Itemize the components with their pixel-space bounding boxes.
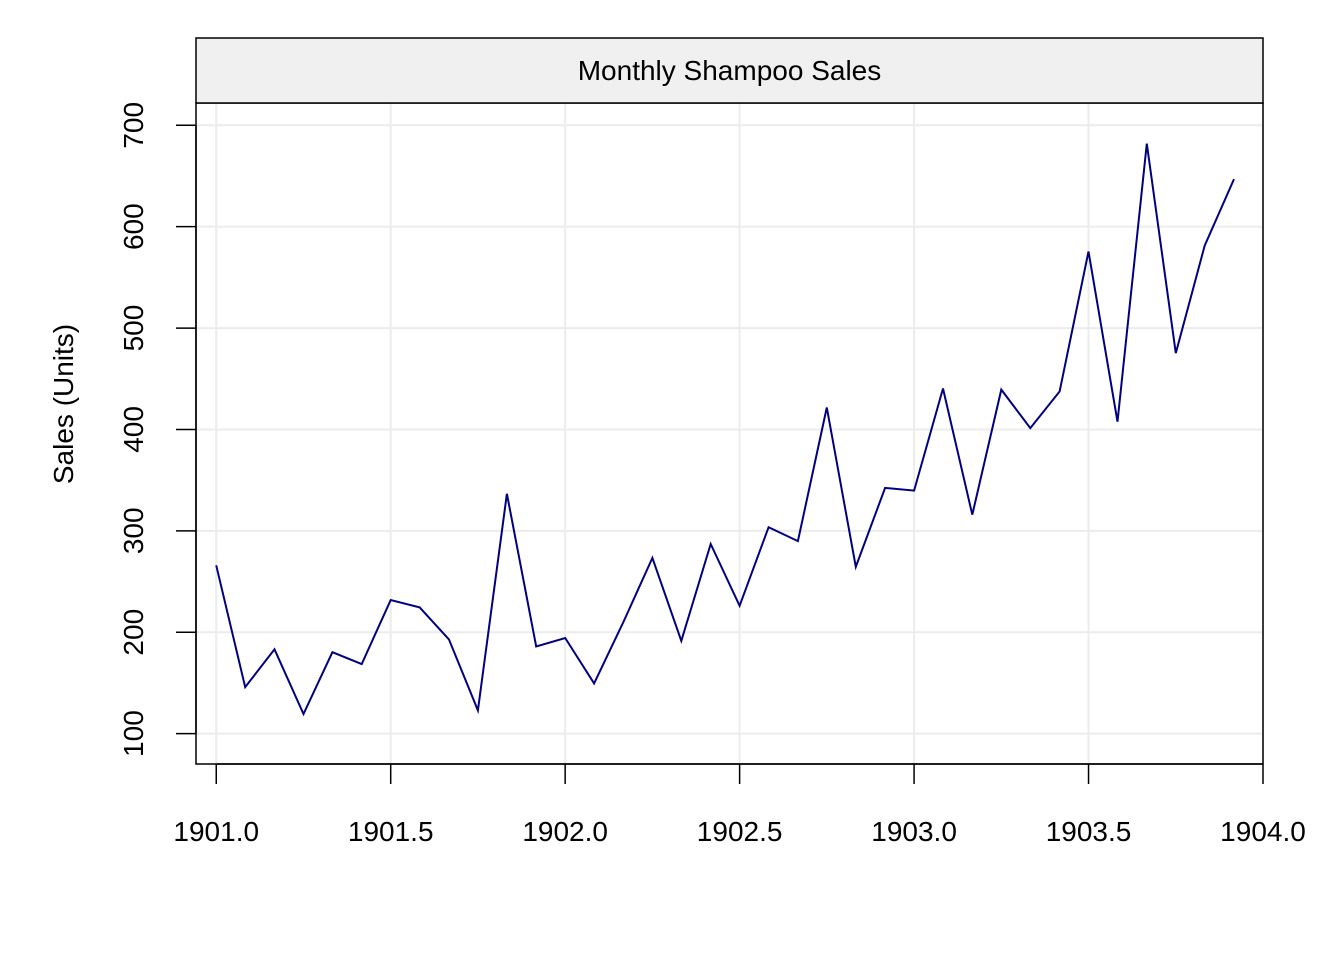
x-tick-label: 1903.0 bbox=[871, 816, 957, 847]
y-axis-title: Sales (Units) bbox=[48, 324, 79, 484]
y-tick-label: 200 bbox=[118, 609, 149, 656]
x-tick-label: 1902.5 bbox=[697, 816, 783, 847]
y-tick-label: 400 bbox=[118, 406, 149, 453]
x-tick-label: 1902.0 bbox=[522, 816, 608, 847]
x-axis: 1901.0 1901.5 1902.0 1902.5 1903.0 1903.5 1904… bbox=[173, 763, 1306, 847]
x-tick-label: 1901.0 bbox=[173, 816, 259, 847]
strip-header bbox=[195, 37, 1264, 104]
y-tick-label: 700 bbox=[118, 102, 149, 149]
y-axis: 100 200 300 400 500 600 700 bbox=[118, 102, 197, 757]
plot-panel-border bbox=[195, 102, 1264, 765]
grid-lines bbox=[196, 103, 1264, 764]
y-tick-label: 100 bbox=[118, 710, 149, 757]
x-tick-label: 1901.5 bbox=[348, 816, 434, 847]
series-layer bbox=[215, 143, 1235, 717]
y-tick-label: 300 bbox=[118, 507, 149, 554]
y-tick-label: 500 bbox=[118, 305, 149, 352]
y-tick-label: 600 bbox=[118, 203, 149, 250]
chart-title: Monthly Shampoo Sales bbox=[578, 55, 882, 86]
x-tick-label: 1903.5 bbox=[1046, 816, 1132, 847]
x-tick-label: 1904.0 bbox=[1220, 816, 1306, 847]
series-line bbox=[215, 143, 1235, 717]
